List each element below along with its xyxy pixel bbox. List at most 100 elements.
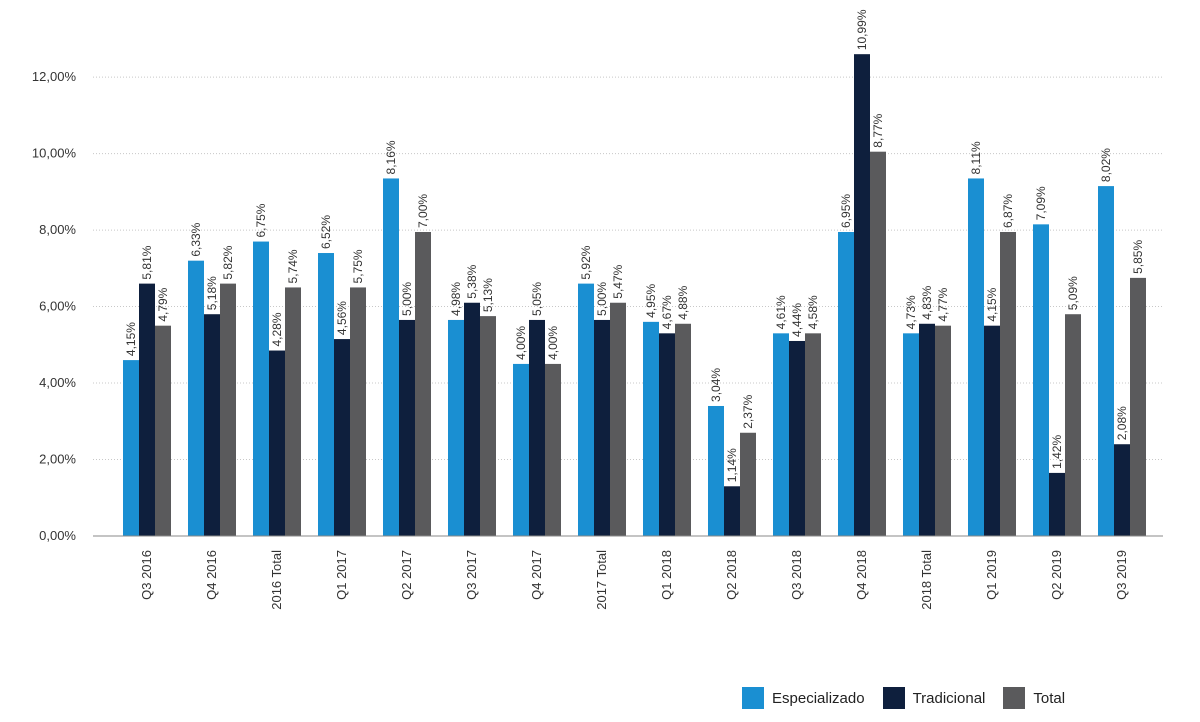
data-label: 7,09% bbox=[1034, 186, 1048, 220]
bar-total-1 bbox=[220, 283, 236, 536]
data-label: 4,58% bbox=[806, 295, 820, 329]
bar-tradicional-8 bbox=[659, 333, 675, 536]
bar-tradicional-4 bbox=[399, 319, 415, 536]
data-label: 5,13% bbox=[481, 278, 495, 312]
data-label: 4,15% bbox=[124, 322, 138, 356]
bar-total-5 bbox=[480, 316, 496, 536]
legend-item-especializado: Especializado bbox=[742, 687, 865, 709]
bar-tradicional-0 bbox=[139, 283, 155, 536]
data-label: 6,33% bbox=[189, 222, 203, 256]
data-label: 6,52% bbox=[319, 215, 333, 249]
data-labels: 4,15% 5,81%4,79% 6,33% 5,18%5,82% 6,75% 4,28%… bbox=[124, 9, 1145, 482]
bar-total-3 bbox=[350, 287, 366, 536]
bar-tradicional-11 bbox=[854, 54, 870, 537]
bar-especializado-2 bbox=[253, 241, 269, 536]
bar-total-0 bbox=[155, 325, 171, 536]
legend: Especializado Tradicional Total bbox=[742, 684, 1065, 712]
data-label: 5,47% bbox=[611, 264, 625, 298]
data-label: 1,14% bbox=[725, 448, 739, 482]
data-label: 4,79% bbox=[156, 287, 170, 321]
data-label: 1,42% bbox=[1050, 435, 1064, 469]
data-label: 6,87% bbox=[1001, 194, 1015, 228]
bar-tradicional-7 bbox=[594, 319, 610, 536]
bar-tradicional-3 bbox=[334, 339, 350, 536]
x-tick-label: Q1 2018 bbox=[659, 550, 674, 600]
legend-swatch-tradicional bbox=[882, 687, 905, 709]
data-label: 8,16% bbox=[384, 140, 398, 174]
bar-especializado-6 bbox=[513, 363, 529, 536]
bar-total-9 bbox=[740, 432, 756, 536]
bar-total-14 bbox=[1065, 314, 1081, 536]
data-label: 5,05% bbox=[530, 282, 544, 316]
bar-especializado-1 bbox=[188, 260, 204, 536]
data-label: 5,00% bbox=[595, 282, 609, 316]
bar-especializado-12 bbox=[903, 333, 919, 536]
x-tick-label: Q3 2018 bbox=[789, 550, 804, 600]
bar-especializado-14 bbox=[1033, 224, 1049, 536]
bar-tradicional-2 bbox=[269, 350, 285, 536]
data-label: 4,88% bbox=[676, 285, 690, 319]
bar-total-10 bbox=[805, 333, 821, 536]
bar-total-8 bbox=[675, 323, 691, 536]
legend-swatch-total bbox=[1003, 687, 1026, 709]
data-label: 5,92% bbox=[579, 245, 593, 279]
data-label: 4,00% bbox=[546, 326, 560, 360]
x-tick-label: 2018 Total bbox=[919, 550, 934, 610]
bar-especializado-7 bbox=[578, 283, 594, 536]
bar-especializado-11 bbox=[838, 231, 854, 536]
x-tick-label: Q1 2017 bbox=[334, 550, 349, 600]
bar-tradicional-5 bbox=[464, 302, 480, 536]
y-tick-label: 10,00% bbox=[32, 146, 77, 161]
y-tick-label: 0,00% bbox=[39, 528, 76, 543]
bar-tradicional-6 bbox=[529, 319, 545, 536]
x-tick-label: Q2 2018 bbox=[724, 550, 739, 600]
x-tick-label: Q3 2016 bbox=[139, 550, 154, 600]
data-label: 4,15% bbox=[985, 287, 999, 321]
bar-especializado-0 bbox=[123, 360, 139, 536]
data-label: 4,00% bbox=[514, 326, 528, 360]
y-tick-label: 8,00% bbox=[39, 222, 76, 237]
bar-tradicional-9 bbox=[724, 486, 740, 536]
data-label: 4,95% bbox=[644, 284, 658, 318]
data-label: 5,74% bbox=[286, 249, 300, 283]
data-label: 6,95% bbox=[839, 194, 853, 228]
data-label: 8,11% bbox=[969, 141, 983, 174]
data-label: 4,44% bbox=[790, 303, 804, 337]
data-label: 2,37% bbox=[741, 394, 755, 428]
y-tick-label: 6,00% bbox=[39, 299, 76, 314]
bar-especializado-15 bbox=[1098, 186, 1114, 536]
data-label: 4,67% bbox=[660, 295, 674, 329]
bar-tradicional-13 bbox=[984, 325, 1000, 536]
data-label: 4,28% bbox=[270, 312, 284, 346]
x-tick-label: Q2 2017 bbox=[399, 550, 414, 600]
legend-label-especializado: Especializado bbox=[772, 689, 865, 707]
y-axis: 0,00% 2,00% 4,00% 6,00% 8,00% 10,00% 12,00% bbox=[32, 69, 77, 543]
data-label: 5,75% bbox=[351, 249, 365, 283]
bar-total-15 bbox=[1130, 277, 1146, 536]
x-tick-label: Q1 2019 bbox=[984, 550, 999, 600]
data-label: 8,02% bbox=[1099, 148, 1113, 182]
x-tick-label: 2017 Total bbox=[594, 550, 609, 610]
bar-especializado-13 bbox=[968, 178, 984, 536]
data-label: 3,04% bbox=[709, 368, 723, 402]
data-label: 4,77% bbox=[936, 287, 950, 321]
y-tick-label: 4,00% bbox=[39, 375, 76, 390]
data-label: 5,00% bbox=[400, 282, 414, 316]
bars bbox=[123, 54, 1146, 537]
data-label: 5,81% bbox=[140, 245, 154, 279]
data-label: 5,85% bbox=[1131, 240, 1145, 274]
bar-total-13 bbox=[1000, 231, 1016, 536]
bar-tradicional-10 bbox=[789, 340, 805, 536]
bar-especializado-5 bbox=[448, 319, 464, 536]
data-label: 5,18% bbox=[205, 276, 219, 310]
legend-item-total: Total bbox=[1003, 687, 1065, 709]
x-tick-label: Q4 2018 bbox=[854, 550, 869, 600]
legend-item-tradicional: Tradicional bbox=[882, 687, 985, 709]
bar-tradicional-14 bbox=[1049, 472, 1065, 536]
x-tick-label: Q3 2017 bbox=[464, 550, 479, 600]
bar-total-12 bbox=[935, 325, 951, 536]
x-tick-label: Q4 2017 bbox=[529, 550, 544, 600]
data-label: 4,56% bbox=[335, 301, 349, 335]
data-label: 6,75% bbox=[254, 203, 268, 237]
data-label: 2,08% bbox=[1115, 406, 1129, 440]
